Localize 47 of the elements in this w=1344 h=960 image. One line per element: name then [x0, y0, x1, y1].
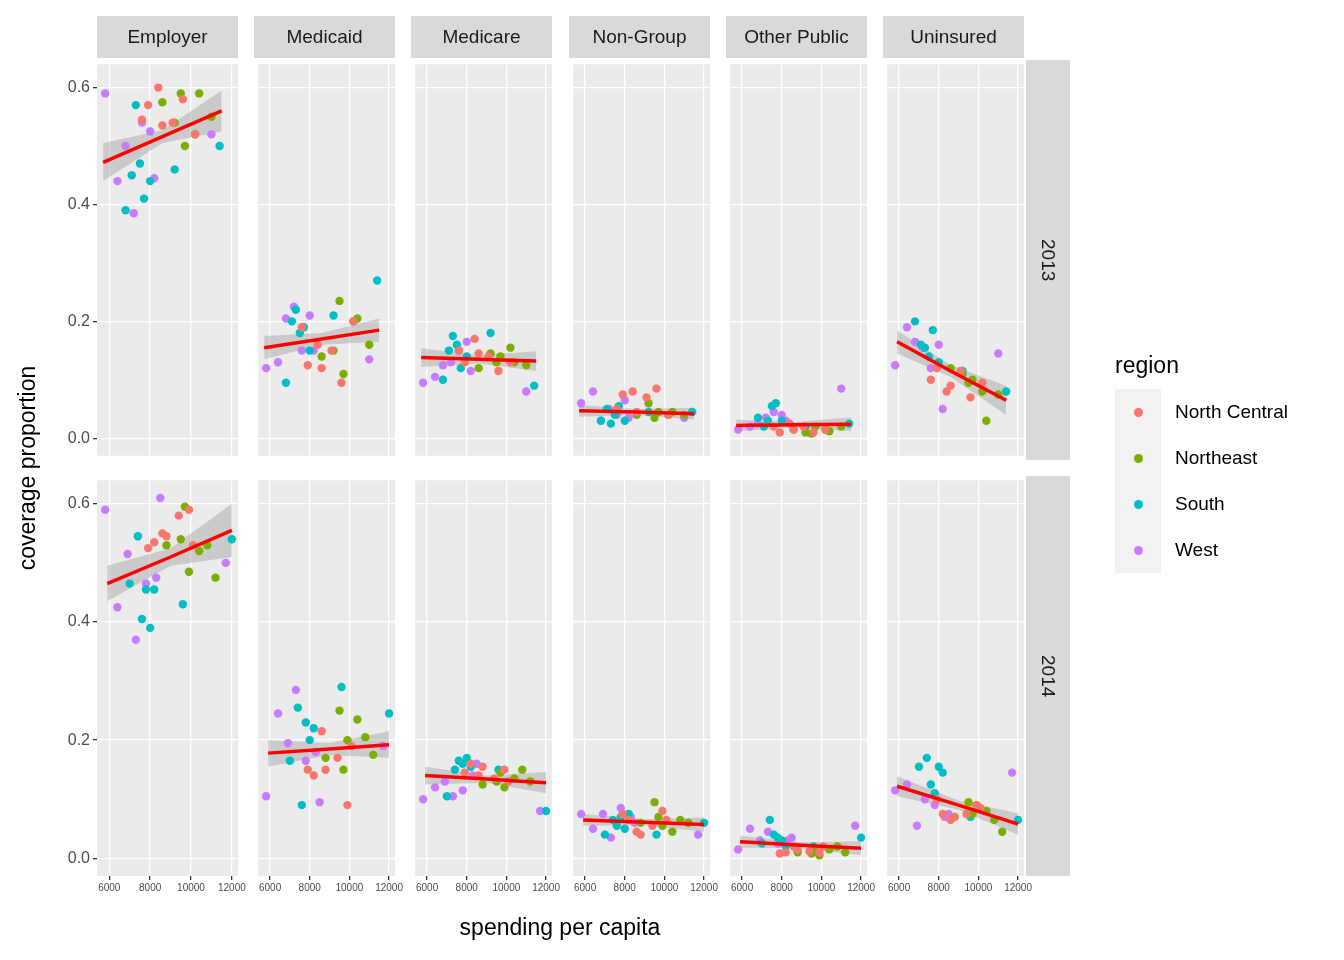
x-tick-label: 6000	[573, 881, 597, 893]
legend-label: Northeast	[1175, 447, 1258, 469]
x-axis-title: spending per capita	[458, 914, 662, 941]
x-tick-label: 8000	[613, 881, 637, 893]
x-tick-label: 12000	[847, 881, 876, 893]
x-tick-label: 6000	[258, 881, 282, 893]
x-tick-label: 10000	[335, 881, 364, 893]
x-tick-label: 6000	[887, 881, 911, 893]
y-tick-label: 0.6	[67, 77, 91, 95]
chart-title: Employer	[97, 16, 238, 58]
x-tick-label: 6000	[415, 881, 439, 893]
x-tick-label: 12000	[532, 881, 561, 893]
chart-title: Medicare	[411, 16, 552, 58]
y-tick-label: 0.2	[67, 311, 91, 329]
x-tick-label: 8000	[927, 881, 951, 893]
x-tick-label: 8000	[298, 881, 322, 893]
legend-label: South	[1175, 493, 1225, 515]
y-tick-label: 0.6	[67, 494, 91, 512]
chart-title: Other Public	[726, 16, 867, 58]
chart-title: Uninsured	[883, 16, 1024, 58]
x-tick-label: 8000	[455, 881, 479, 893]
x-tick-label: 10000	[492, 881, 521, 893]
x-tick-label: 10000	[177, 881, 206, 893]
y-tick-label: 0.0	[67, 428, 91, 446]
x-tick-label: 6000	[730, 881, 754, 893]
x-tick-label: 12000	[1004, 881, 1033, 893]
y-tick-label: 0.0	[67, 848, 91, 866]
x-tick-label: 12000	[690, 881, 719, 893]
legend-title: region	[1115, 352, 1180, 379]
chart-title: Non-Group	[569, 16, 710, 58]
x-tick-label: 12000	[217, 881, 247, 893]
y-axis-title: coverage proportion	[14, 364, 41, 573]
chart-title: Medicaid	[254, 16, 395, 58]
x-tick-label: 10000	[807, 881, 836, 893]
y-tick-label: 0.4	[67, 612, 91, 630]
legend-label: West	[1175, 539, 1218, 561]
x-tick-label: 8000	[770, 881, 794, 893]
x-tick-label: 8000	[139, 881, 162, 893]
x-tick-label: 12000	[375, 881, 404, 893]
x-tick-label: 6000	[98, 881, 121, 893]
y-tick-label: 0.2	[67, 730, 91, 748]
legend-label: North Central	[1175, 401, 1288, 423]
x-tick-label: 10000	[964, 881, 993, 893]
y2-axis-title: 2013	[1026, 60, 1070, 460]
y2-axis-title: 2014	[1026, 476, 1070, 876]
x-tick-label: 10000	[650, 881, 679, 893]
y-tick-label: 0.4	[67, 194, 91, 212]
